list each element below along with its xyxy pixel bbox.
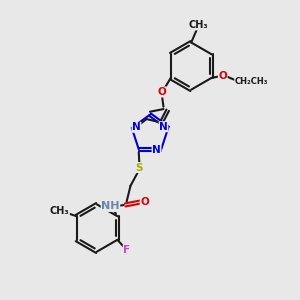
Text: N: N xyxy=(132,122,141,132)
Text: N: N xyxy=(152,146,161,155)
Text: S: S xyxy=(136,163,143,172)
Text: CH₃: CH₃ xyxy=(189,20,208,30)
Text: F: F xyxy=(123,245,130,255)
Text: CH₂CH₃: CH₂CH₃ xyxy=(235,77,268,86)
Text: O: O xyxy=(158,87,166,97)
Text: O: O xyxy=(140,197,149,207)
Text: N: N xyxy=(159,122,168,132)
Text: O: O xyxy=(218,71,227,81)
Text: NH: NH xyxy=(101,201,120,212)
Text: CH₃: CH₃ xyxy=(50,206,69,216)
